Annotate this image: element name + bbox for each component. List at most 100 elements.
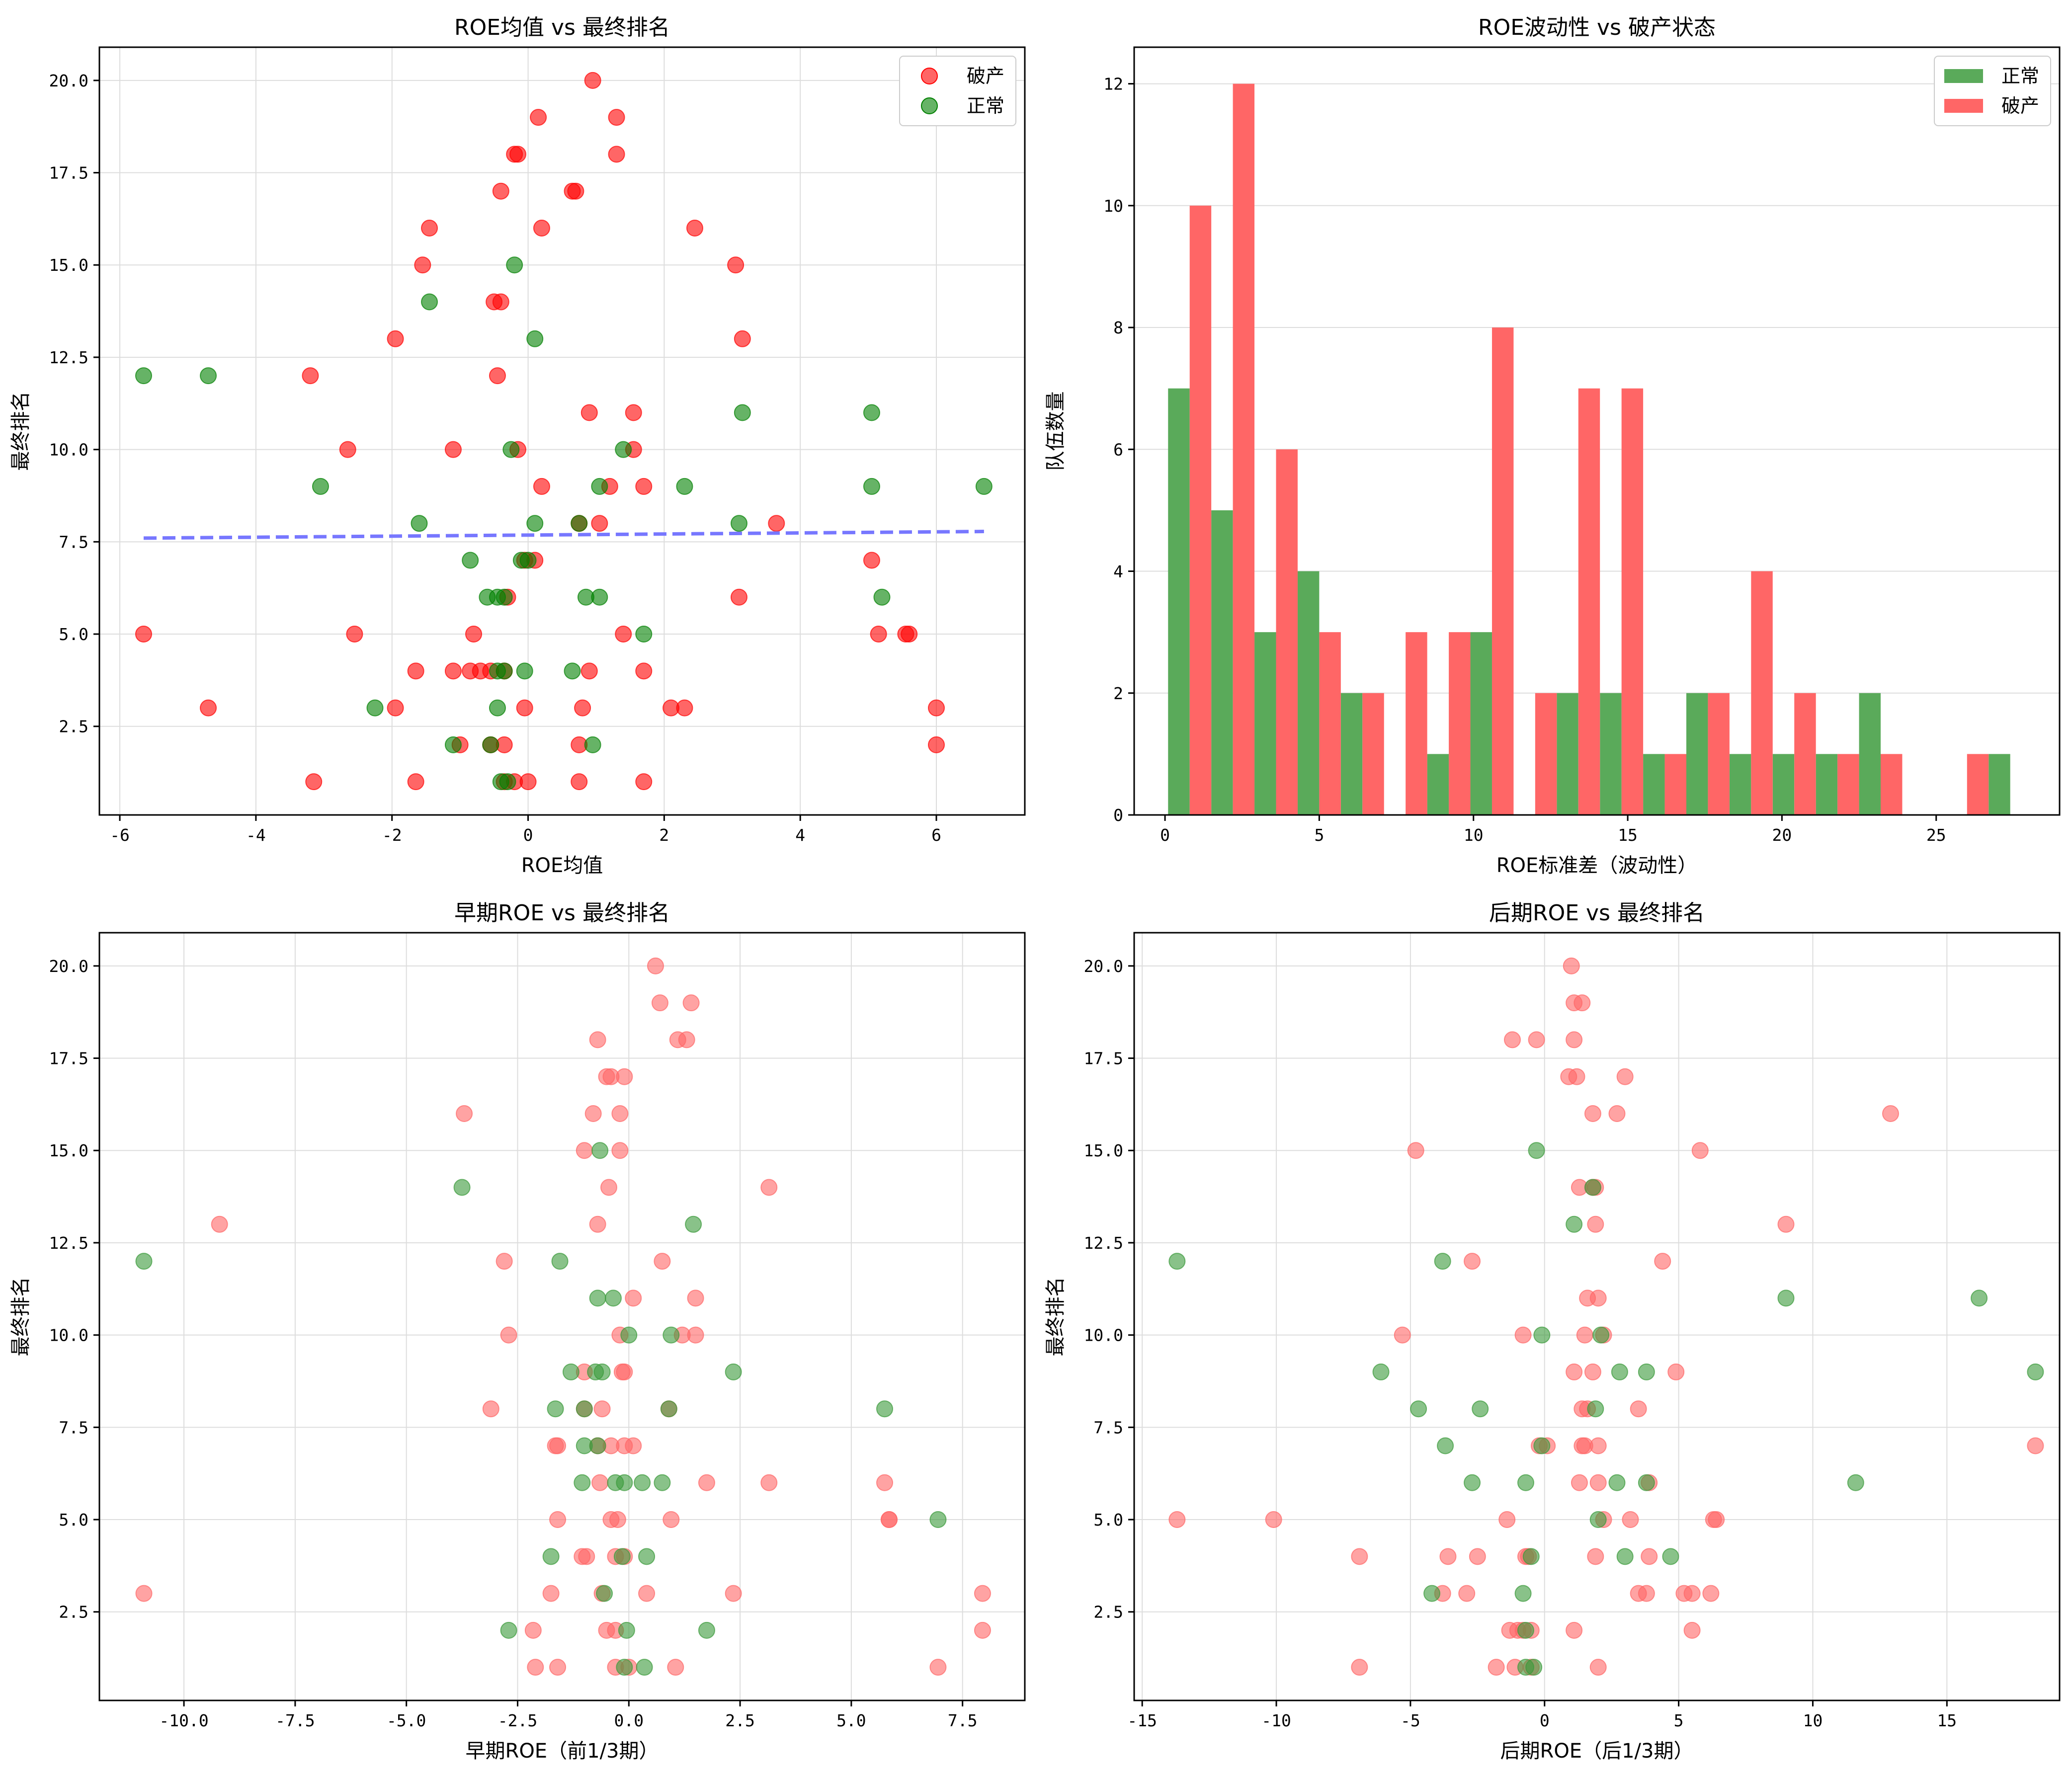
scatter-point	[1638, 1363, 1655, 1380]
chart-title: 后期ROE vs 最终排名	[1489, 900, 1705, 926]
scatter-point	[135, 367, 152, 385]
x-tick-label: 0.0	[614, 1711, 644, 1730]
x-tick-label: -4	[246, 825, 266, 845]
scatter-point	[1608, 1474, 1626, 1491]
scatter-point	[489, 699, 506, 717]
x-tick-label: 4	[795, 825, 805, 845]
y-tick-label: 5.0	[59, 625, 88, 644]
scatter-point	[635, 773, 653, 791]
y-tick-label: 5.0	[59, 1510, 88, 1530]
scatter-point	[609, 1511, 626, 1529]
histogram-bar	[1254, 632, 1276, 815]
scatter-point	[1587, 1548, 1604, 1565]
y-tick-label: 2.5	[59, 717, 88, 736]
x-tick-label: 0	[523, 825, 533, 845]
scatter-point	[1168, 1253, 1186, 1270]
scatter-point	[530, 109, 547, 126]
scatter-point	[211, 1215, 228, 1233]
scatter-point	[760, 1474, 778, 1491]
scatter-point	[1691, 1142, 1709, 1159]
x-tick-label: 20	[1772, 825, 1792, 845]
scatter-point	[685, 1215, 702, 1233]
scatter-point	[616, 1659, 633, 1676]
x-tick-label: -7.5	[275, 1711, 315, 1730]
scatter-point	[1563, 957, 1580, 974]
histogram-bar	[1211, 510, 1233, 815]
scatter-point	[1437, 1437, 1454, 1454]
scatter-point	[1683, 1585, 1701, 1602]
scatter-point	[414, 256, 431, 274]
x-tick-label: 2	[659, 825, 669, 845]
scatter-point	[928, 736, 945, 753]
scatter-point	[551, 1253, 569, 1270]
scatter-point	[611, 1142, 629, 1159]
y-tick-label: 0	[1113, 806, 1123, 825]
scatter-point	[611, 1105, 629, 1122]
x-tick-label: 7.5	[948, 1711, 978, 1730]
scatter-point	[1616, 1068, 1634, 1085]
y-tick-label: 17.5	[1084, 1049, 1123, 1068]
scatter-point	[1351, 1659, 1368, 1676]
axes-frame	[1133, 46, 2061, 816]
scatter-point	[421, 293, 438, 311]
y-tick-label: 7.5	[59, 1418, 88, 1437]
scatter-point	[1528, 1031, 1545, 1048]
scatter-point	[1654, 1253, 1671, 1270]
scatter-point	[1589, 1659, 1607, 1676]
y-tick-label: 4	[1113, 562, 1123, 581]
x-tick-label: 5.0	[836, 1711, 866, 1730]
scatter-point	[574, 699, 591, 717]
scatter-point	[564, 662, 581, 680]
scatter-point	[496, 662, 513, 680]
scatter-panel-late-roe: -15 -10 -5 0 5 10 15 2.5 5.0 7.5 10.0 12.5 15.0 17.5 2…	[1044, 900, 2061, 1763]
scatter-point	[667, 1659, 684, 1676]
histogram-bar	[1276, 449, 1298, 815]
scatter-point	[1351, 1548, 1368, 1565]
scatter-point	[974, 1621, 991, 1639]
x-tick-label: -2	[382, 825, 402, 845]
legend-swatch	[1944, 99, 1983, 113]
scatter-point	[929, 1659, 947, 1676]
scatter-point	[580, 404, 598, 421]
scatter-point	[635, 662, 653, 680]
x-tick-label: 0	[1160, 825, 1170, 845]
scatter-point	[1638, 1585, 1655, 1602]
scatter-point	[589, 1215, 606, 1233]
y-tick-label: 7.5	[1093, 1418, 1123, 1437]
scatter-point	[613, 1548, 631, 1565]
y-tick-label: 12	[1103, 75, 1123, 94]
axes-frame	[1133, 932, 2061, 1701]
histogram-bar	[1708, 693, 1730, 815]
scatter-point	[200, 367, 217, 385]
histogram-bar	[1751, 571, 1773, 815]
scatter-point	[339, 441, 356, 458]
scatter-point	[1589, 1474, 1607, 1491]
scatter-point	[1533, 1326, 1551, 1344]
scatter-point	[366, 699, 384, 717]
scatter-point	[876, 1474, 894, 1491]
y-tick-label: 20.0	[1084, 957, 1123, 976]
scatter-point	[489, 367, 506, 385]
scatter-point	[519, 773, 537, 791]
x-tick-label: 15	[1937, 1711, 1957, 1730]
scatter-point	[1533, 1437, 1551, 1454]
scatter-point	[576, 1400, 593, 1418]
scatter-point	[676, 699, 693, 717]
scatter-point	[1265, 1511, 1282, 1529]
scatter-point	[1514, 1326, 1532, 1344]
x-tick-label: -10.0	[159, 1711, 208, 1730]
scatter-point	[346, 626, 363, 643]
plot-area	[99, 933, 1025, 1700]
scatter-point	[591, 478, 608, 495]
axes-frame	[98, 932, 1026, 1701]
scatter-point	[608, 146, 625, 163]
histogram-bar	[1729, 754, 1751, 815]
x-tick-label: -10	[1261, 1711, 1291, 1730]
scatter-point	[444, 736, 462, 753]
y-axis-label: 最终排名	[9, 392, 32, 471]
scatter-point	[638, 1548, 656, 1565]
scatter-point	[1458, 1585, 1476, 1602]
scatter-point	[730, 588, 747, 606]
scatter-point	[516, 699, 533, 717]
